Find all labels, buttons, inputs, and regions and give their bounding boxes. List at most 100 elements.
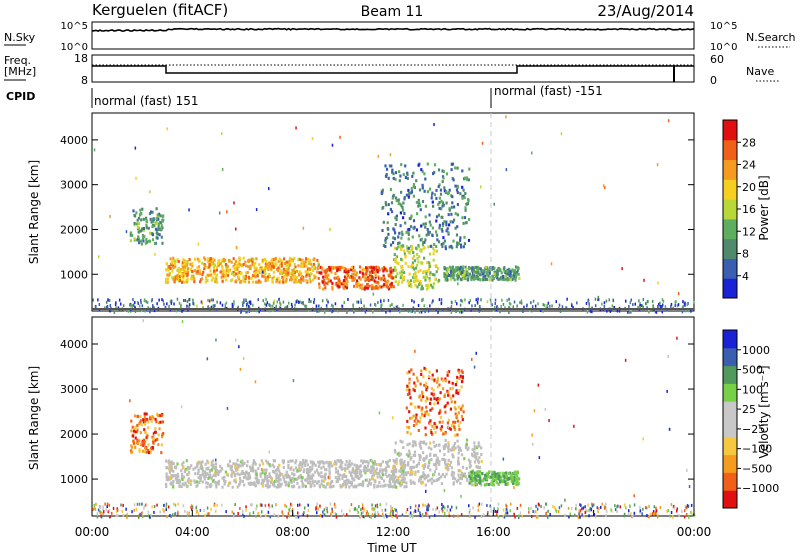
clutter-cell (442, 505, 445, 509)
scatter-cell (268, 463, 271, 466)
scatter-cell (516, 471, 520, 475)
scatter-cell (472, 277, 476, 281)
scatter-cell (392, 193, 395, 197)
scatter-cell (323, 269, 326, 273)
scatter-cell (280, 482, 283, 486)
colorbar-tick-label: 500 (742, 364, 763, 377)
clutter-cell (675, 300, 677, 304)
clutter-cell (295, 300, 297, 304)
clutter-cell (399, 310, 401, 314)
clutter-cell (545, 502, 547, 506)
scatter-cell (410, 285, 413, 289)
clutter-cell (510, 502, 512, 506)
scatter-cell (133, 237, 136, 241)
scatter-cell (158, 233, 161, 237)
scatter-cell (389, 188, 392, 191)
scatter-cell (415, 376, 419, 380)
scatter-cell (392, 176, 395, 180)
clutter-cell (169, 514, 171, 518)
scatter-cell (517, 266, 520, 270)
scatter-cell (406, 177, 409, 180)
scatter-cell (348, 459, 351, 463)
clutter-cell (135, 507, 138, 511)
scatter-cell (307, 471, 310, 475)
scatter-cell (447, 443, 450, 447)
clutter-cell (421, 513, 424, 517)
clutter-cell (480, 515, 483, 518)
scatter-cell (443, 266, 446, 269)
scatter-cell (373, 459, 376, 463)
clutter-cell (555, 508, 557, 512)
scatter-cell (145, 220, 149, 224)
scatter-cell (388, 458, 391, 462)
scatter-cell (155, 217, 158, 221)
scatter-cell (338, 285, 341, 289)
scatter-cell (263, 468, 266, 472)
clutter-cell (290, 302, 293, 306)
scatter-cell (411, 472, 414, 476)
clutter-cell (234, 503, 236, 507)
clutter-cell (255, 514, 257, 518)
clutter-cell (232, 305, 234, 309)
clutter-cell (352, 306, 354, 310)
clutter-cell (356, 300, 358, 304)
scatter-cell (306, 270, 309, 274)
clutter-cell (496, 305, 498, 309)
clutter-cell (374, 303, 377, 307)
scatter-cell (413, 273, 416, 277)
scatter-cell (402, 173, 405, 177)
clutter-cell (644, 506, 647, 510)
scatter-cell (513, 471, 516, 475)
scatter-cell (388, 479, 391, 483)
scatter-cell (391, 170, 394, 174)
scatter-cell (199, 280, 202, 284)
clutter-cell (180, 303, 182, 307)
clutter-cell (245, 298, 247, 302)
scatter-cell (473, 441, 476, 445)
scatter-cell (400, 280, 404, 284)
scatter-cell (394, 275, 398, 279)
scatter-cell (443, 458, 446, 461)
scatter-cell (421, 413, 425, 417)
scatter-cell (180, 469, 183, 473)
clutter-cell (652, 510, 655, 514)
scatter-cell (441, 215, 444, 219)
scatter-cell (174, 465, 177, 469)
scatter-cell (309, 476, 312, 480)
scatter-cell (299, 462, 302, 466)
clutter-cell (131, 510, 133, 514)
clutter-cell (166, 302, 168, 306)
clutter-cell (603, 304, 606, 308)
clutter-cell (606, 309, 608, 313)
clutter-cell (265, 303, 268, 307)
clutter-cell (600, 505, 602, 509)
scatter-cell (254, 483, 257, 487)
clutter-cell (413, 300, 415, 304)
scatter-cell (449, 387, 452, 391)
clutter-cell (249, 300, 252, 304)
scatter-cell (344, 469, 347, 473)
scatter-cell (187, 467, 190, 471)
clutter-cell (121, 509, 123, 513)
clutter-cell (208, 512, 210, 516)
scatter-cell (250, 469, 253, 473)
scatter-cell (475, 471, 478, 475)
scatter-cell (426, 190, 429, 194)
scatter-cell (496, 276, 499, 280)
scatter-cell (281, 275, 284, 279)
scatter-cell (354, 469, 357, 472)
scatter-cell (170, 465, 173, 469)
noise-cell (502, 457, 505, 461)
scatter-cell (238, 260, 241, 264)
scatter-cell (435, 270, 438, 274)
scatter-cell (466, 478, 469, 482)
clutter-cell (519, 511, 522, 515)
scatter-cell (311, 479, 314, 483)
scatter-cell (398, 454, 401, 458)
scatter-cell (160, 443, 163, 447)
colorbar-segment (723, 120, 737, 141)
scatter-cell (417, 270, 420, 274)
clutter-cell (444, 512, 446, 515)
clutter-cell (112, 506, 115, 510)
